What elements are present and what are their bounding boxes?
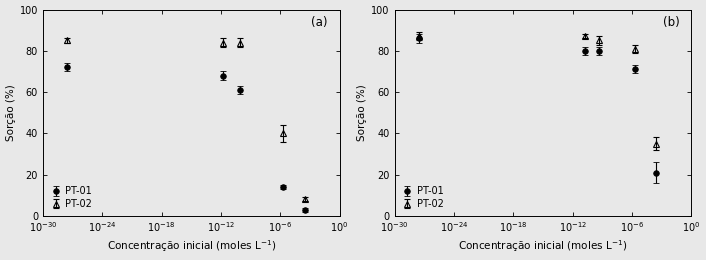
Y-axis label: Sorção (%): Sorção (%): [6, 84, 16, 141]
X-axis label: Concentração inicial (moles L$^{-1}$): Concentração inicial (moles L$^{-1}$): [107, 239, 276, 255]
X-axis label: Concentração inicial (moles L$^{-1}$): Concentração inicial (moles L$^{-1}$): [458, 239, 628, 255]
Y-axis label: Sorção (%): Sorção (%): [357, 84, 367, 141]
Text: (a): (a): [311, 16, 328, 29]
Legend: PT-01, PT-02: PT-01, PT-02: [400, 184, 445, 211]
Text: (b): (b): [663, 16, 679, 29]
Legend: PT-01, PT-02: PT-01, PT-02: [48, 184, 94, 211]
